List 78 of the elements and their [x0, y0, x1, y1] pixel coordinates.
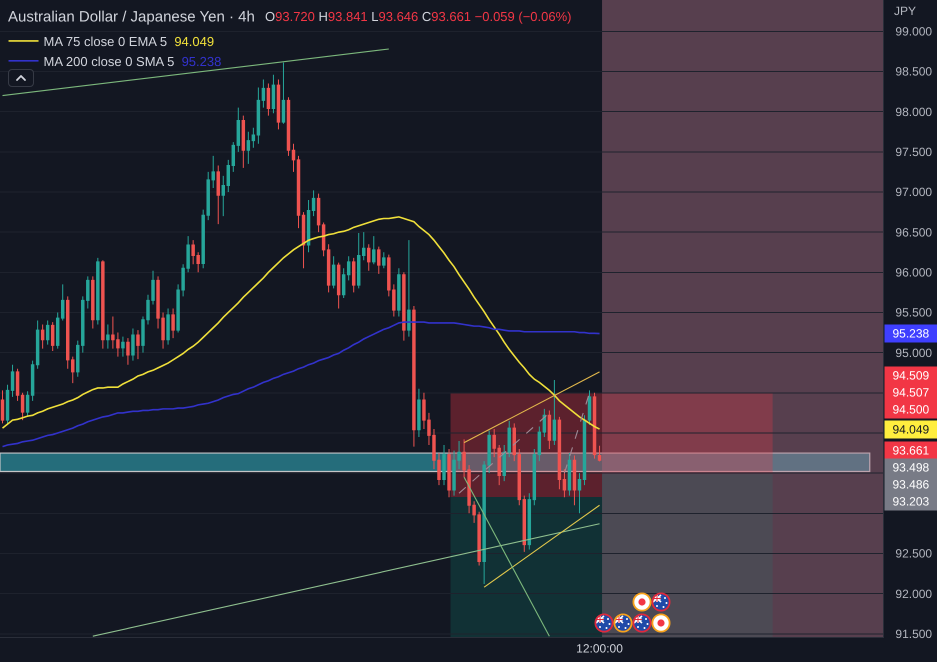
- candlestick: [548, 410, 552, 450]
- candlestick: [552, 379, 556, 446]
- legend-label: MA 75 close 0 EMA 5 94.049: [44, 34, 214, 50]
- candlestick: [578, 472, 582, 514]
- line-series: [2, 216, 600, 430]
- candlestick: [447, 448, 451, 498]
- candlestick: [101, 260, 105, 350]
- candlestick: [151, 270, 155, 305]
- text: 94.507: [892, 386, 930, 400]
- candlestick: [136, 330, 140, 360]
- candlestick: [106, 324, 110, 350]
- candlestick: [46, 320, 50, 346]
- y-tick-label: 92.000: [895, 586, 932, 601]
- x-tick-label: 12:00:00: [576, 641, 624, 656]
- text: 94.509: [892, 368, 930, 382]
- text: 94.500: [892, 402, 930, 416]
- candlestick: [50, 322, 54, 352]
- candlestick: [568, 452, 572, 496]
- y-axis-title: JPY: [894, 4, 916, 18]
- y-tick-label: 96.500: [895, 225, 932, 240]
- candlestick: [592, 392, 596, 460]
- candlestick: [292, 143, 296, 172]
- candlestick: [407, 240, 411, 338]
- text: O93.720 H93.841 L93.646 C93.661 −0.059 (−0.06%): [265, 9, 572, 24]
- candlestick: [146, 294, 150, 326]
- candlestick: [352, 257, 356, 293]
- candlestick: [216, 164, 220, 225]
- candlestick: [141, 316, 145, 354]
- candlestick: [121, 336, 125, 358]
- candlestick: [332, 256, 336, 289]
- candlestick: [91, 276, 95, 330]
- candlestick: [272, 74, 276, 114]
- y-tick-label: 98.000: [895, 104, 932, 119]
- text: 94.049: [892, 422, 930, 436]
- candlestick: [40, 324, 44, 350]
- y-tick-label: 96.000: [895, 266, 932, 280]
- y-tick-label: 95.000: [895, 346, 932, 360]
- candlestick: [126, 338, 130, 366]
- text: 93.486: [892, 478, 930, 492]
- candlestick: [382, 252, 386, 269]
- candlestick: [242, 115, 246, 168]
- y-tick-label: 97.500: [895, 145, 932, 160]
- candlestick: [0, 390, 4, 424]
- y-tick-label: 95.500: [895, 306, 932, 320]
- text: Australian Dollar / Japanese Yen · 4h: [8, 8, 255, 26]
- candlestick: [302, 212, 306, 269]
- candlestick: [336, 262, 340, 309]
- candlestick: [166, 308, 170, 346]
- text: 93.203: [892, 494, 930, 508]
- y-tick-label: 99.000: [895, 24, 932, 39]
- candlestick: [442, 444, 446, 486]
- candlestick: [266, 83, 270, 116]
- text: 93.661: [892, 444, 930, 458]
- candlestick: [96, 257, 100, 326]
- y-tick-label: 91.500: [895, 626, 932, 641]
- candlestick: [397, 268, 401, 317]
- candlestick: [367, 244, 370, 272]
- candlestick: [437, 452, 441, 486]
- candlestick: [282, 62, 286, 124]
- candlestick: [372, 236, 376, 265]
- candlestick: [377, 246, 381, 274]
- candlestick: [412, 306, 416, 448]
- candlestick: [572, 454, 576, 506]
- line-series: [2, 321, 600, 448]
- candlestick: [417, 388, 421, 438]
- text: 93.498: [892, 460, 930, 474]
- candlestick: [276, 79, 280, 130]
- text: 95.238: [892, 326, 930, 340]
- y-tick-label: 92.500: [895, 546, 932, 561]
- y-tick-label: 97.000: [895, 185, 932, 200]
- candlestick: [296, 155, 300, 229]
- candlestick: [432, 428, 436, 470]
- candlestick: [598, 445, 602, 462]
- candlestick: [402, 272, 406, 342]
- candlestick: [131, 328, 135, 362]
- candlestick: [171, 308, 175, 339]
- legend-label: MA 200 close 0 SMA 5 95.238: [44, 54, 222, 69]
- y-tick-label: 98.500: [895, 64, 932, 79]
